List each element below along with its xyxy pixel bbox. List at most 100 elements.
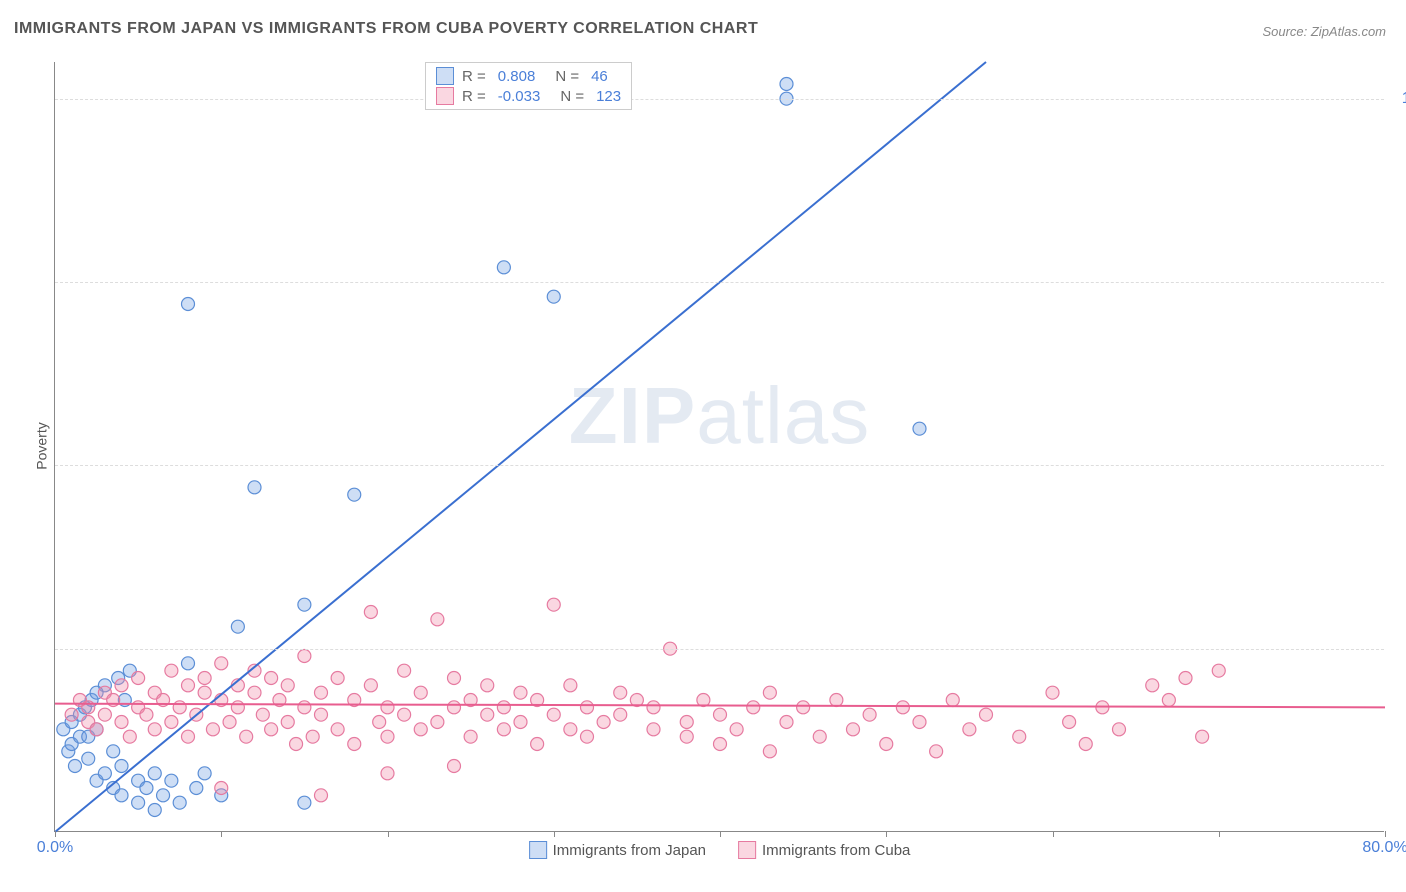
data-point — [215, 782, 228, 795]
data-point — [813, 730, 826, 743]
data-point — [514, 686, 527, 699]
data-point — [481, 679, 494, 692]
data-point — [946, 694, 959, 707]
data-point — [763, 745, 776, 758]
data-point — [531, 738, 544, 751]
legend-item-japan: Immigrants from Japan — [529, 841, 706, 859]
data-point — [182, 657, 195, 670]
data-point — [182, 679, 195, 692]
data-point — [315, 789, 328, 802]
data-point — [98, 767, 111, 780]
data-point — [315, 708, 328, 721]
data-point — [896, 701, 909, 714]
x-tick-label: 0.0% — [37, 839, 73, 857]
x-tick-mark — [221, 831, 222, 837]
data-point — [132, 672, 145, 685]
data-point — [448, 672, 461, 685]
y-tick-label: 50.0% — [1392, 456, 1406, 474]
data-point — [165, 664, 178, 677]
data-point — [780, 78, 793, 91]
plot-area: ZIPatlas R = 0.808 N = 46 R = -0.033 N =… — [54, 62, 1384, 832]
data-point — [373, 716, 386, 729]
data-point — [298, 650, 311, 663]
data-point — [1212, 664, 1225, 677]
data-point — [780, 716, 793, 729]
data-point — [157, 789, 170, 802]
data-point — [913, 422, 926, 435]
data-point — [140, 708, 153, 721]
data-point — [223, 716, 236, 729]
legend-correlation: R = 0.808 N = 46 R = -0.033 N = 123 — [425, 62, 632, 110]
legend-swatch-cuba — [436, 87, 454, 105]
legend-swatch-cuba-2 — [738, 841, 756, 859]
data-point — [82, 752, 95, 765]
data-point — [714, 738, 727, 751]
data-point — [880, 738, 893, 751]
x-tick-label: 80.0% — [1362, 839, 1406, 857]
data-point — [680, 730, 693, 743]
data-point — [281, 716, 294, 729]
legend-swatch-japan-2 — [529, 841, 547, 859]
data-point — [1146, 679, 1159, 692]
data-point — [680, 716, 693, 729]
data-point — [581, 701, 594, 714]
y-tick-label: 100.0% — [1392, 90, 1406, 108]
y-tick-label: 75.0% — [1392, 273, 1406, 291]
data-point — [148, 804, 161, 817]
data-point — [107, 745, 120, 758]
x-tick-mark — [55, 831, 56, 837]
data-point — [464, 730, 477, 743]
data-point — [514, 716, 527, 729]
data-point — [547, 598, 560, 611]
data-point — [165, 716, 178, 729]
data-point — [847, 723, 860, 736]
data-point — [597, 716, 610, 729]
data-point — [248, 686, 261, 699]
x-tick-mark — [388, 831, 389, 837]
data-point — [647, 723, 660, 736]
data-point — [231, 701, 244, 714]
data-point — [747, 701, 760, 714]
data-point — [115, 679, 128, 692]
chart-container: IMMIGRANTS FROM JAPAN VS IMMIGRANTS FROM… — [0, 0, 1406, 892]
data-point — [190, 782, 203, 795]
data-point — [730, 723, 743, 736]
data-point — [290, 738, 303, 751]
gridline-h — [55, 649, 1384, 650]
data-point — [248, 481, 261, 494]
data-point — [564, 679, 577, 692]
data-point — [1013, 730, 1026, 743]
data-point — [913, 716, 926, 729]
data-point — [364, 679, 377, 692]
gridline-h — [55, 465, 1384, 466]
data-point — [1179, 672, 1192, 685]
data-point — [348, 488, 361, 501]
data-point — [797, 701, 810, 714]
data-point — [198, 767, 211, 780]
data-point — [364, 606, 377, 619]
gridline-h — [55, 99, 1384, 100]
data-point — [298, 598, 311, 611]
data-point — [381, 730, 394, 743]
legend-row-japan: R = 0.808 N = 46 — [436, 67, 621, 85]
data-point — [581, 730, 594, 743]
data-point — [115, 789, 128, 802]
data-point — [614, 686, 627, 699]
data-point — [1162, 694, 1175, 707]
data-point — [198, 686, 211, 699]
data-point — [115, 716, 128, 729]
regression-line — [55, 704, 1385, 708]
data-point — [148, 767, 161, 780]
data-point — [306, 730, 319, 743]
data-point — [182, 298, 195, 311]
data-point — [140, 782, 153, 795]
data-point — [90, 723, 103, 736]
data-point — [1196, 730, 1209, 743]
legend-item-cuba: Immigrants from Cuba — [738, 841, 910, 859]
data-point — [963, 723, 976, 736]
data-point — [148, 723, 161, 736]
data-point — [714, 708, 727, 721]
data-point — [930, 745, 943, 758]
data-point — [448, 760, 461, 773]
data-point — [497, 261, 510, 274]
